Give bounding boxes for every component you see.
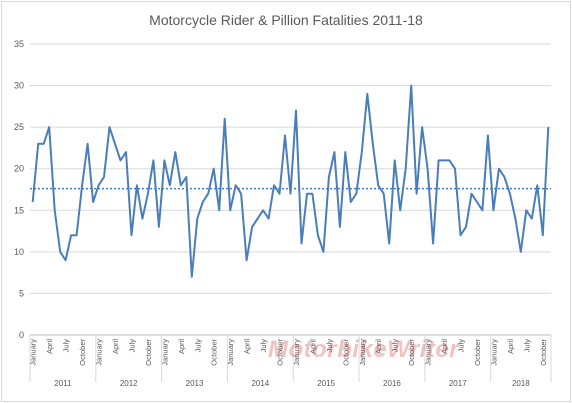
month-tick-label: April [45,339,54,354]
month-tick-label: April [111,339,120,354]
year-label: 2012 [120,379,138,388]
chart-title: Motorcycle Rider & Pillion Fatalities 20… [149,12,423,28]
month-tick-label: July [62,339,71,353]
y-tick-label: 35 [14,39,24,49]
month-tick-label: January [424,339,433,366]
year-label: 2017 [449,379,467,388]
month-tick-label: October [341,339,350,366]
year-label: 2016 [383,379,401,388]
month-tick-label: January [160,339,169,366]
month-tick-label: January [489,339,498,366]
month-tick-label: July [391,339,400,353]
month-tick-label: January [29,339,38,366]
month-tick-label: October [539,339,548,366]
month-tick-label: July [325,339,334,353]
month-tick-label: April [374,339,383,354]
month-tick-label: October [78,339,87,366]
y-tick-label: 5 [19,288,24,298]
month-tick-label: July [127,339,136,353]
y-tick-label: 25 [14,122,24,132]
month-tick-label: July [522,339,531,353]
month-tick-label: April [506,339,515,354]
month-tick-label: July [193,339,202,353]
year-label: 2015 [317,379,335,388]
month-tick-label: April [177,339,186,354]
month-tick-label: April [308,339,317,354]
month-tick-label: October [210,339,219,366]
y-tick-label: 15 [14,205,24,215]
month-tick-label: January [95,339,104,366]
y-tick-label: 10 [14,247,24,257]
y-tick-label: 30 [14,81,24,91]
year-label: 2013 [186,379,204,388]
year-label: 2011 [54,379,72,388]
y-tick-label: 20 [14,164,24,174]
month-tick-label: July [259,339,268,353]
month-tick-label: October [276,339,285,366]
month-tick-label: January [226,339,235,366]
month-tick-label: July [457,339,466,353]
month-tick-label: October [144,339,153,366]
month-tick-label: January [292,339,301,366]
series-line [31,84,550,278]
watermark-logo: MotorbikeWriter [268,336,460,363]
month-tick-label: January [358,339,367,366]
year-label: 2018 [512,379,530,388]
month-tick-label: October [473,339,482,366]
y-tick-label: 0 [19,330,24,340]
month-tick-label: April [440,339,449,354]
month-tick-label: October [407,339,416,366]
month-tick-label: April [243,339,252,354]
year-label: 2014 [251,379,269,388]
